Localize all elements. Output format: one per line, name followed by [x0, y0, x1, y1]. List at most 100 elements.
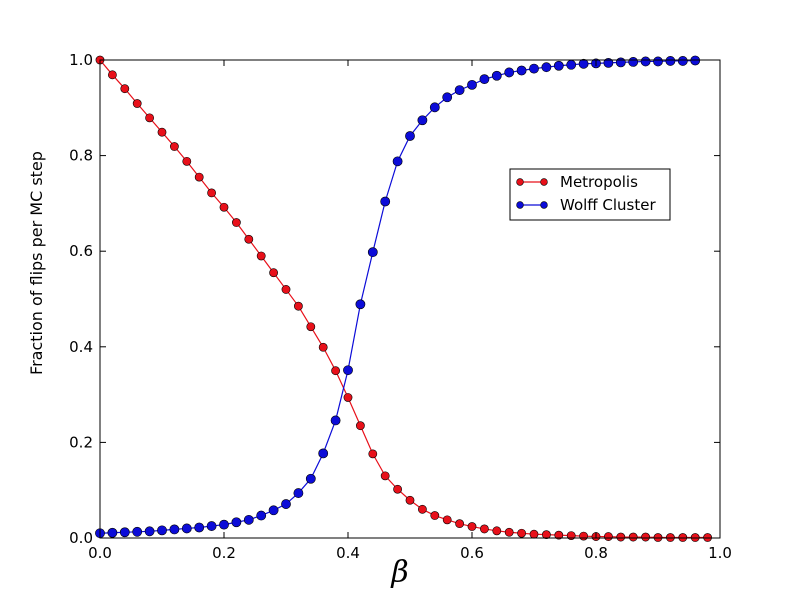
- data-point-metropolis: [542, 530, 551, 540]
- data-point-wolff-cluster: [318, 448, 329, 459]
- data-point-wolff-cluster: [516, 65, 527, 76]
- data-point-wolff-cluster: [330, 415, 341, 426]
- data-point-wolff-cluster: [355, 299, 366, 310]
- data-point-metropolis: [479, 524, 489, 534]
- data-point-wolff-cluster: [405, 131, 415, 141]
- data-point-metropolis: [405, 495, 415, 505]
- data-point-metropolis: [219, 202, 229, 212]
- legend-label-metropolis: Metropolis: [560, 173, 638, 191]
- data-point-wolff-cluster: [367, 247, 378, 258]
- data-point-wolff-cluster: [467, 79, 477, 90]
- data-point-wolff-cluster: [417, 115, 428, 126]
- data-point-wolff-cluster: [256, 510, 267, 521]
- legend-marker-metropolis: [516, 178, 524, 186]
- data-point-metropolis: [579, 531, 588, 541]
- data-point-metropolis: [343, 393, 353, 402]
- data-point-wolff-cluster: [677, 56, 688, 66]
- data-point-wolff-cluster: [553, 60, 564, 71]
- y-tick-label: 0.2: [69, 433, 93, 451]
- data-point-metropolis: [293, 301, 303, 311]
- data-point-metropolis: [604, 532, 613, 541]
- data-point-wolff-cluster: [504, 67, 515, 78]
- data-point-wolff-cluster: [343, 365, 353, 376]
- data-point-wolff-cluster: [529, 63, 539, 74]
- y-axis-label: Fraction of flips per MC step: [27, 151, 46, 375]
- data-point-metropolis: [417, 504, 427, 514]
- legend-marker-wolff: [516, 201, 524, 209]
- data-point-metropolis: [442, 515, 452, 525]
- data-point-wolff-cluster: [442, 92, 453, 103]
- data-point-wolff-cluster: [132, 526, 143, 537]
- data-point-metropolis: [554, 530, 564, 540]
- y-tick-label: 0.6: [69, 242, 93, 260]
- y-tick-label: 0.8: [69, 147, 93, 165]
- data-point-metropolis: [244, 234, 254, 244]
- data-point-metropolis: [318, 342, 328, 352]
- data-point-wolff-cluster: [640, 56, 651, 67]
- data-point-wolff-cluster: [566, 59, 577, 70]
- data-point-wolff-cluster: [479, 74, 490, 85]
- data-point-metropolis: [108, 70, 117, 80]
- data-point-wolff-cluster: [243, 514, 254, 525]
- data-point-metropolis: [194, 172, 204, 182]
- x-tick-label: 0.4: [336, 544, 360, 562]
- legend-label-wolff: Wolff Cluster: [560, 196, 656, 214]
- plot-frame: [99, 59, 721, 539]
- ticks: [99, 59, 721, 539]
- data-point-wolff-cluster: [119, 527, 130, 538]
- data-point-wolff-cluster: [219, 519, 229, 530]
- data-point-wolff-cluster: [615, 57, 626, 68]
- data-point-metropolis: [182, 156, 192, 166]
- data-point-wolff-cluster: [107, 527, 118, 538]
- data-point-metropolis: [628, 532, 638, 542]
- plot-series: [95, 55, 712, 542]
- x-tick-label: 0.0: [88, 544, 112, 562]
- data-point-metropolis: [207, 188, 216, 198]
- tick-labels: 0.0 0.2 0.4 0.6 0.8 1.0 0.0 0.2 0.4 0.6 0.8 1.0: [69, 51, 732, 562]
- data-point-metropolis: [430, 511, 440, 520]
- series-line-wolff-cluster: [99, 59, 696, 534]
- data-point-wolff-cluster: [181, 523, 192, 534]
- data-point-metropolis: [331, 366, 340, 376]
- data-point-metropolis: [231, 218, 241, 227]
- data-point-metropolis: [355, 421, 365, 431]
- data-point-wolff-cluster: [293, 488, 304, 498]
- data-point-wolff-cluster: [429, 102, 440, 113]
- y-tick-label: 1.0: [69, 51, 93, 69]
- data-point-wolff-cluster: [380, 196, 391, 207]
- data-point-metropolis: [467, 522, 477, 531]
- data-point-wolff-cluster: [169, 524, 180, 535]
- legend-marker-wolff: [540, 201, 548, 209]
- x-tick-label: 0.2: [212, 544, 236, 562]
- x-tick-label: 0.8: [584, 544, 608, 562]
- data-point-wolff-cluster: [231, 517, 242, 528]
- x-tick-label: 0.6: [460, 544, 484, 562]
- data-point-wolff-cluster: [392, 156, 403, 167]
- y-tick-label: 0.4: [69, 338, 93, 356]
- data-point-metropolis: [616, 532, 626, 542]
- data-point-metropolis: [281, 285, 291, 294]
- data-point-metropolis: [132, 99, 142, 108]
- data-point-metropolis: [169, 142, 179, 151]
- data-point-wolff-cluster: [665, 56, 676, 66]
- legend-marker-metropolis: [540, 178, 548, 186]
- data-point-wolff-cluster: [194, 522, 205, 533]
- data-point-metropolis: [256, 251, 266, 261]
- data-point-metropolis: [641, 532, 650, 542]
- data-point-metropolis: [529, 529, 539, 539]
- data-point-wolff-cluster: [157, 525, 167, 536]
- x-axis-label: β: [390, 555, 408, 590]
- data-point-metropolis: [368, 449, 378, 459]
- data-point-wolff-cluster: [281, 499, 291, 509]
- x-tick-label: 1.0: [708, 544, 732, 562]
- data-point-wolff-cluster: [206, 521, 217, 531]
- legend: Metropolis Wolff Cluster: [509, 168, 671, 221]
- data-point-metropolis: [504, 527, 514, 537]
- data-point-metropolis: [306, 322, 316, 332]
- data-point-wolff-cluster: [491, 70, 502, 81]
- data-point-wolff-cluster: [541, 62, 552, 73]
- data-point-metropolis: [120, 84, 130, 94]
- data-point-metropolis: [492, 526, 502, 536]
- y-tick-label: 0.0: [69, 529, 93, 547]
